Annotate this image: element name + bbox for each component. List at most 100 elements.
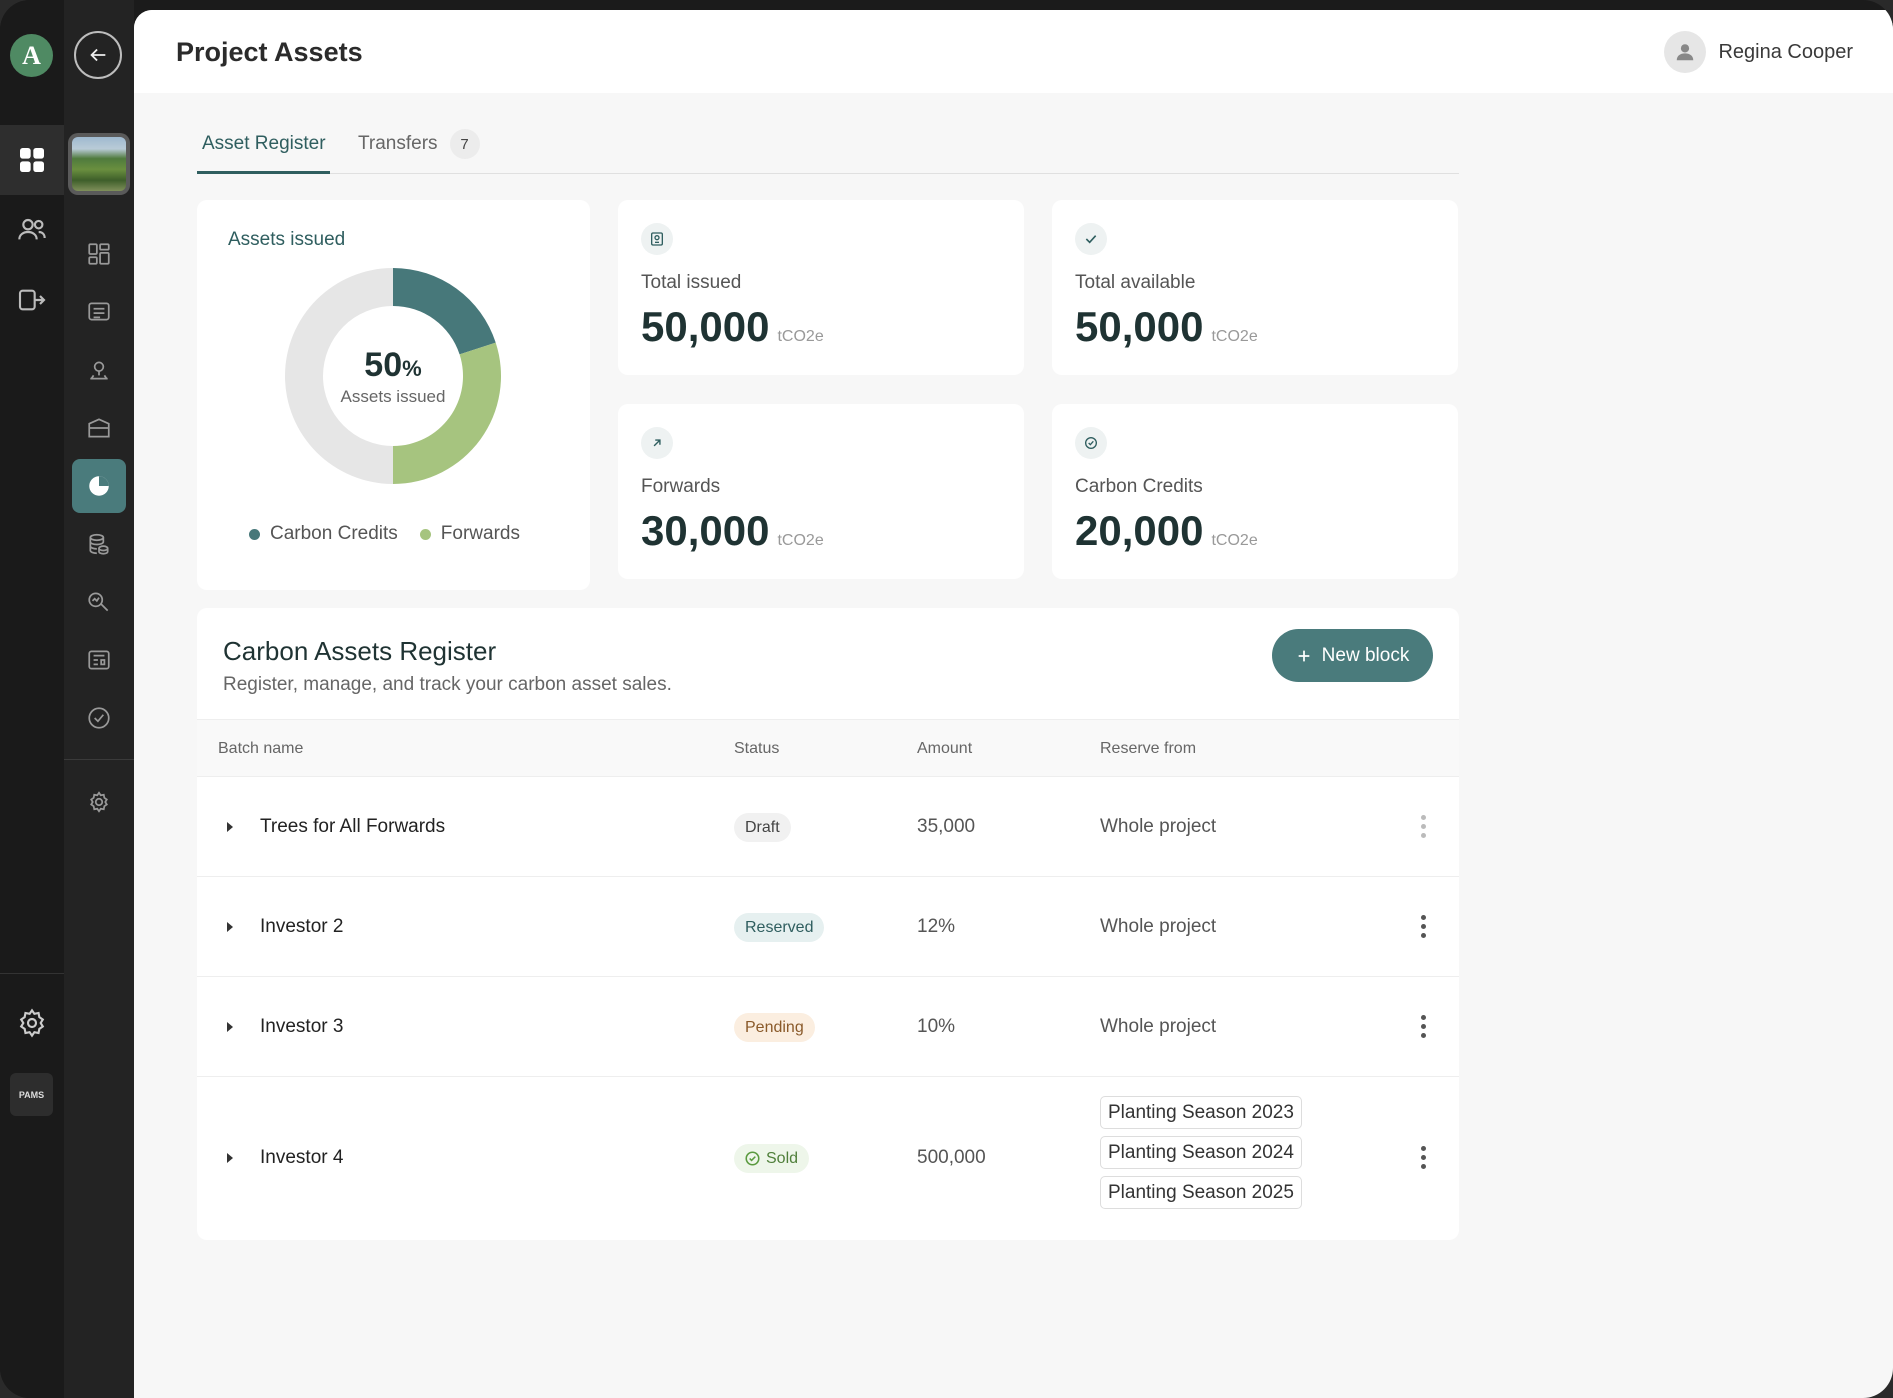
tab-label: Transfers (358, 133, 438, 154)
list-card-icon (88, 302, 110, 321)
folder-icon (88, 418, 110, 438)
monitoring-nav[interactable] (72, 575, 126, 629)
user-menu[interactable]: Regina Cooper (1664, 31, 1853, 73)
check-circle-icon (88, 707, 110, 729)
stat-unit: tCO2e (777, 328, 824, 345)
stat-label: Carbon Credits (1075, 476, 1203, 497)
table-row[interactable]: Investor 3 Pending 10% Whole project (197, 977, 1459, 1077)
donut-svg (285, 268, 501, 484)
status-text: Reserved (745, 918, 814, 936)
stat-card-total-available: Total available 50,000 tCO2e (1052, 200, 1458, 375)
column-header[interactable]: Batch name (218, 740, 304, 757)
donut-segment-forwards (393, 342, 501, 484)
batch-name: Investor 2 (260, 916, 344, 937)
organization-badge-text: PAMS (18, 1089, 45, 1100)
stat-unit: tCO2e (777, 532, 824, 549)
stat-value: 30,000 tCO2e (641, 507, 824, 555)
primary-sidebar: A PAMS (0, 0, 64, 1398)
check-icon (1075, 223, 1107, 255)
export-icon (18, 289, 46, 311)
organization-badge[interactable]: PAMS (10, 1073, 53, 1116)
expand-caret-icon[interactable] (227, 1153, 233, 1163)
reports-nav[interactable] (72, 633, 126, 687)
donut-value-unit: % (402, 355, 422, 381)
tab-asset-register[interactable]: Asset Register (197, 121, 330, 174)
users-icon (18, 218, 46, 240)
back-button[interactable] (74, 31, 122, 79)
stat-label: Total available (1075, 272, 1196, 293)
legend-item: Carbon Credits (249, 523, 398, 545)
location-nav[interactable] (72, 343, 126, 397)
legend-label: Carbon Credits (270, 523, 398, 544)
assets-issued-card: Assets issued 50% Assets issued Carbon C… (197, 200, 590, 590)
pie-chart-icon (89, 476, 109, 496)
documents-nav[interactable] (72, 401, 126, 455)
legend-item: Forwards (419, 523, 520, 545)
stat-number: 50,000 (1075, 303, 1204, 350)
count-badge: 7 (449, 129, 480, 159)
reserve-tag: Planting Season 2023 (1100, 1096, 1302, 1129)
more-options-icon[interactable] (1420, 915, 1426, 938)
stat-number: 20,000 (1075, 507, 1204, 554)
expand-caret-icon[interactable] (227, 822, 233, 832)
table-header: Batch name Status Amount Reserve from (197, 719, 1459, 777)
donut-value: 50% (364, 346, 421, 385)
batch-name: Investor 3 (260, 1016, 344, 1037)
top-bar: Project Assets Regina Cooper (134, 10, 1893, 93)
project-thumbnail[interactable] (68, 133, 130, 195)
legend-dot (419, 528, 431, 540)
assets-nav[interactable] (72, 459, 126, 513)
tab-transfers[interactable]: Transfers 7 (358, 121, 480, 174)
donut-label: Assets issued (340, 386, 446, 406)
verification-nav[interactable] (72, 691, 126, 745)
transfers-nav[interactable] (0, 265, 64, 335)
overview-nav[interactable] (72, 227, 126, 281)
stat-label: Forwards (641, 476, 721, 497)
users-nav[interactable] (0, 195, 64, 265)
reserve-cell: Whole project (1100, 816, 1217, 837)
more-options-icon[interactable] (1420, 815, 1426, 838)
reserve-tag: Planting Season 2024 (1100, 1136, 1302, 1169)
plus-icon (1298, 650, 1310, 661)
user-icon (1677, 44, 1694, 61)
column-header[interactable]: Amount (917, 740, 973, 757)
stat-unit: tCO2e (1211, 532, 1258, 549)
status-badge: Pending (734, 1013, 815, 1042)
more-options-icon[interactable] (1420, 1015, 1426, 1038)
finance-nav[interactable] (72, 517, 126, 571)
reserve-cell: Whole project (1100, 1016, 1217, 1037)
table-row[interactable]: Investor 4 Sold 500,000 Planting Season … (197, 1077, 1459, 1240)
tab-bar: Asset Register Transfers 7 (197, 121, 1459, 174)
stat-card-carbon-credits: Carbon Credits 20,000 tCO2e (1052, 404, 1458, 579)
app-logo[interactable]: A (10, 34, 53, 77)
details-nav[interactable] (72, 285, 126, 339)
donut-segment-remaining (285, 268, 393, 484)
divider (0, 973, 64, 974)
column-header[interactable]: Reserve from (1100, 740, 1197, 757)
more-options-icon[interactable] (1420, 1146, 1426, 1169)
status-badge: Draft (734, 813, 791, 842)
expand-caret-icon[interactable] (227, 922, 233, 932)
dashboard-nav[interactable] (0, 125, 64, 195)
column-header[interactable]: Status (734, 740, 780, 757)
amount-cell: 10% (917, 1016, 956, 1037)
avatar (1664, 31, 1707, 73)
grid-icon (20, 148, 44, 172)
table-row[interactable]: Investor 2 Reserved 12% Whole project (197, 877, 1459, 977)
stat-number: 30,000 (641, 507, 770, 554)
settings-nav[interactable] (0, 988, 64, 1058)
tab-label: Asset Register (202, 133, 326, 154)
divider (64, 759, 134, 760)
stat-number: 50,000 (641, 303, 770, 350)
project-sidebar (64, 0, 134, 1398)
expand-caret-icon[interactable] (227, 1022, 233, 1032)
chart-legend: Carbon Credits Forwards (249, 523, 520, 545)
gear-icon (19, 1008, 45, 1038)
new-block-button[interactable]: New block (1272, 629, 1433, 682)
table-row[interactable]: Trees for All Forwards Draft 35,000 Whol… (197, 777, 1459, 877)
project-settings-nav[interactable] (72, 775, 126, 829)
certificate-icon (641, 223, 673, 255)
page-title: Project Assets (176, 37, 363, 67)
arrow-left-icon (90, 48, 106, 62)
